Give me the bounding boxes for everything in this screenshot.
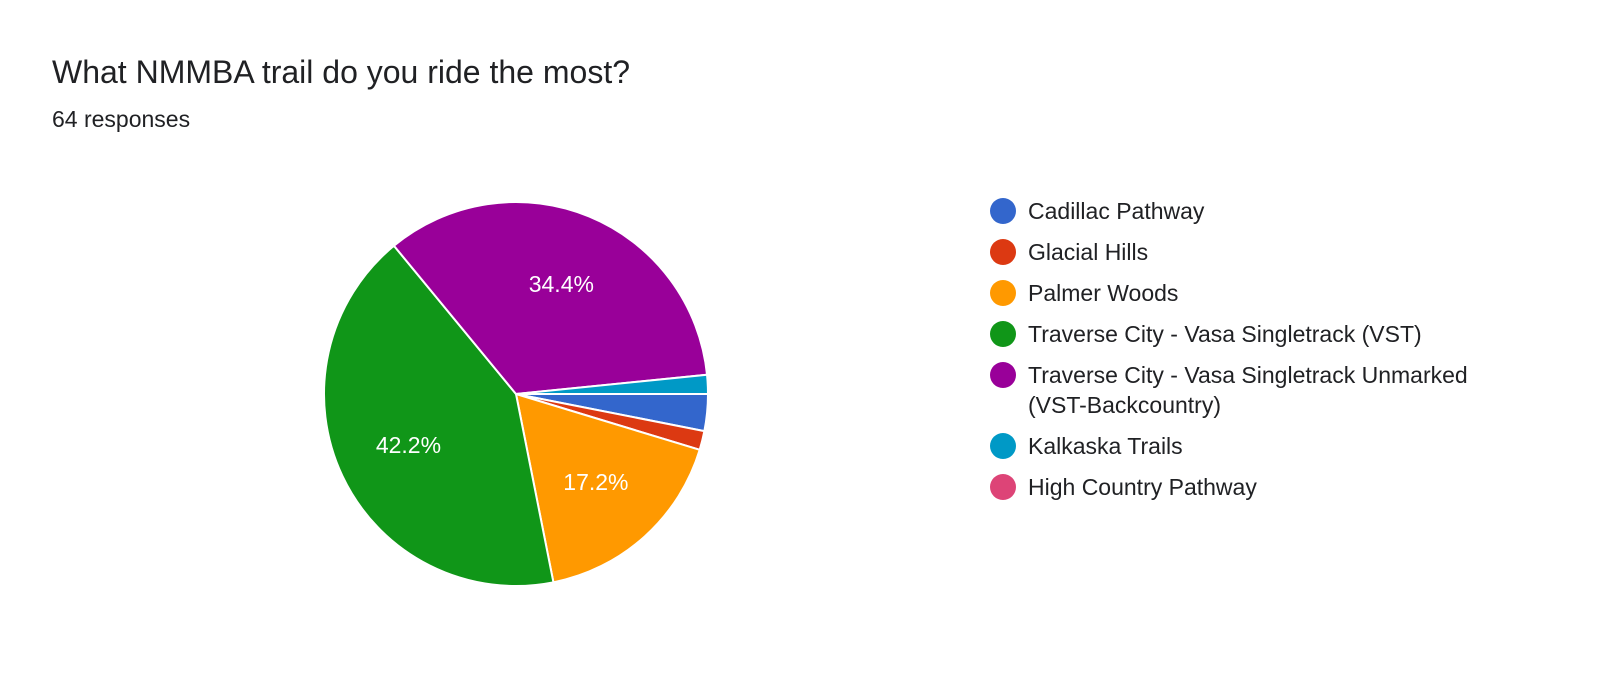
legend-label: Cadillac Pathway	[1028, 198, 1205, 224]
legend-item: Glacial Hills	[990, 237, 1550, 267]
legend-label: Palmer Woods	[1028, 280, 1179, 306]
legend-label: Traverse City - Vasa Singletrack Unmarke…	[1028, 362, 1468, 418]
legend-swatch	[990, 198, 1016, 224]
slice-data-label-2: 17.2%	[563, 469, 628, 495]
legend-item: Kalkaska Trails	[990, 431, 1550, 461]
legend-item: Cadillac Pathway	[990, 196, 1550, 226]
legend-label: Kalkaska Trails	[1028, 433, 1183, 459]
pie-slice-5	[515, 373, 710, 395]
legend-item: Traverse City - Vasa Singletrack Unmarke…	[990, 360, 1550, 420]
legend-item: High Country Pathway	[990, 472, 1550, 502]
pie-slice-2	[514, 392, 701, 584]
pie-slice-3	[323, 244, 555, 587]
chart-legend: Cadillac Pathway Glacial Hills Palmer Wood…	[990, 196, 1550, 513]
slice-data-label-4: 34.4%	[529, 271, 594, 297]
slice-data-label-3: 42.2%	[376, 432, 441, 458]
legend-label: Glacial Hills	[1028, 239, 1149, 265]
legend-label: High Country Pathway	[1028, 474, 1257, 500]
legend-label: Traverse City - Vasa Singletrack (VST)	[1028, 321, 1422, 347]
legend-swatch	[990, 362, 1016, 388]
legend-swatch	[990, 280, 1016, 306]
legend-swatch	[990, 474, 1016, 500]
legend-item: Traverse City - Vasa Singletrack (VST)	[990, 319, 1550, 349]
chart-title: What NMMBA trail do you ride the most?	[52, 54, 630, 90]
pie-slice-4	[392, 201, 709, 396]
legend-item: Palmer Woods	[990, 278, 1550, 308]
legend-swatch	[990, 433, 1016, 459]
legend-swatch	[990, 239, 1016, 265]
response-count: 64 responses	[52, 106, 191, 132]
legend-swatch	[990, 321, 1016, 347]
